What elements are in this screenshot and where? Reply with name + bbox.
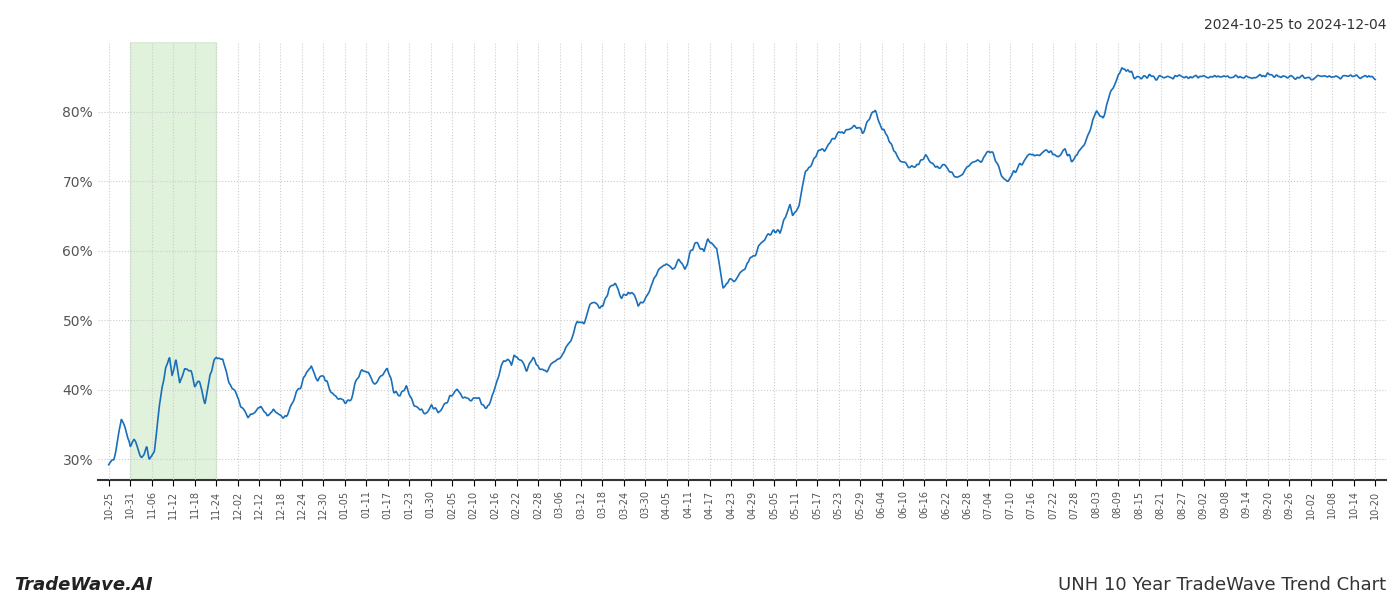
- Text: 2024-10-25 to 2024-12-04: 2024-10-25 to 2024-12-04: [1204, 18, 1386, 32]
- Text: UNH 10 Year TradeWave Trend Chart: UNH 10 Year TradeWave Trend Chart: [1058, 576, 1386, 594]
- Bar: [130, 42, 216, 480]
- Text: TradeWave.AI: TradeWave.AI: [14, 576, 153, 594]
